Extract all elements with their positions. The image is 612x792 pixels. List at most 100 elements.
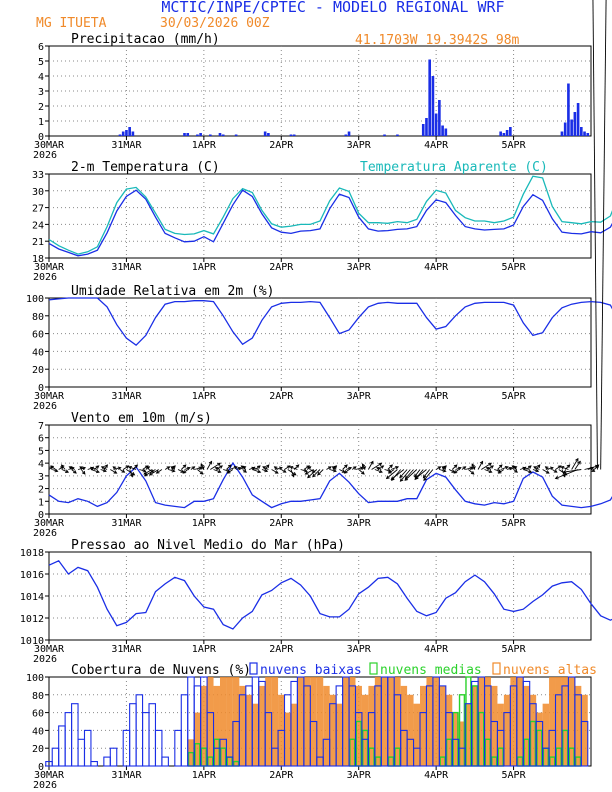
wind-arrow (271, 469, 279, 474)
cloud-bar-baixas (309, 720, 318, 767)
wind-arrow-head (172, 465, 176, 469)
wind-arrow (542, 469, 550, 474)
y-tick-label: 33 (32, 170, 44, 181)
cloud-bar-altas (316, 677, 324, 766)
wind-arrow-head (522, 466, 527, 471)
precip-bar (434, 113, 438, 136)
wind-arrow-head (146, 466, 151, 470)
wind-arrow (110, 469, 117, 474)
wind-arrow-head (121, 469, 126, 473)
y-tick-label: 80 (32, 691, 44, 702)
wind-arrow (180, 464, 187, 470)
wind-arrow-head (68, 466, 73, 470)
wind-arrow-head (60, 464, 65, 469)
precip-bar (567, 83, 570, 136)
y-tick-label: 30 (32, 187, 44, 198)
cloud-bar-altas (381, 677, 388, 766)
x-tick-label: 1APR (192, 518, 217, 529)
cloud-bar-altas (497, 703, 504, 766)
wind-arrow (371, 462, 382, 470)
wind-arrow-head (198, 466, 203, 471)
x-tick-label: 30MAR (34, 770, 65, 781)
x-tick-label: 30MAR (34, 518, 65, 529)
wind-arrow (592, 0, 598, 470)
y-tick-label: 27 (32, 204, 44, 215)
wind-arrow-head (304, 471, 309, 475)
wind-arrow-head (528, 469, 533, 474)
precip-bar (573, 112, 577, 136)
x-tick-year: 2026 (33, 528, 57, 539)
cloud-bar-altas (349, 677, 356, 766)
wind-arrow-head (217, 462, 221, 467)
wind-arrow (390, 466, 399, 470)
x-tick-year: 2026 (33, 150, 57, 161)
wind-arrow-head (251, 466, 256, 471)
x-tick-label: 4APR (424, 770, 449, 781)
wind-arrow-head (562, 470, 567, 474)
wind-arrow (149, 469, 159, 476)
wind-arrow-head (527, 465, 532, 469)
wind-arrow-head (378, 462, 383, 467)
wind-arrow-head (226, 470, 231, 474)
wind-arrow-head (257, 469, 262, 474)
precip-bar (576, 103, 580, 136)
wind-arrow (497, 464, 503, 470)
precip-bar (383, 134, 386, 136)
precip-bar (221, 134, 225, 136)
cloud-bar-altas (568, 677, 575, 766)
wind-arrow (290, 466, 298, 470)
wind-arrow-head (327, 466, 332, 470)
wind-arrow-head (498, 464, 503, 469)
wind-arrow-head (497, 470, 502, 474)
wind-arrow-head (142, 468, 147, 473)
cloud-bar-altas (226, 677, 233, 766)
wind-arrow-head (536, 464, 541, 469)
cloud-bar-altas (555, 677, 562, 766)
wind-arrow (69, 466, 76, 470)
precip-bar (289, 134, 293, 136)
x-tick-label: 5APR (502, 518, 527, 529)
wind-arrow-head (155, 470, 160, 474)
y-tick-label: 3 (38, 472, 44, 483)
cloud-bar-altas (355, 685, 362, 766)
wind-arrow-head (104, 464, 108, 469)
wind-arrow-head (437, 466, 442, 470)
wind-arrow-head (385, 475, 390, 480)
wind-arrow-head (286, 465, 291, 469)
wind-arrow (563, 469, 582, 473)
wind-arrow (593, 464, 600, 470)
wind-arrow (156, 469, 163, 474)
wind-arrow (300, 469, 308, 472)
wind-arrow (213, 469, 221, 473)
cloud-bar-altas (465, 703, 472, 766)
cloud-bar-altas (426, 677, 433, 766)
wind-arrow (226, 464, 232, 470)
cloud-bar-baixas (154, 729, 163, 767)
wind-arrow-head (361, 463, 366, 468)
wind-arrow-head (471, 463, 475, 468)
x-tick-year: 2026 (33, 401, 57, 412)
cloud-bar-altas (329, 694, 337, 766)
wind-arrow-head (199, 471, 204, 475)
x-tick-label: 30MAR (34, 644, 65, 655)
precip-bar (199, 133, 202, 136)
wind-arrow-head (227, 464, 232, 469)
x-tick-label: 30MAR (34, 140, 65, 151)
wind-arrow (533, 466, 540, 470)
wind-arrow-head (390, 476, 395, 480)
wind-arrow-head (442, 468, 447, 473)
wind-arrow (523, 467, 530, 470)
wind-arrow-head (441, 466, 446, 470)
wind-arrow (252, 467, 259, 470)
wind-arrow (61, 469, 69, 473)
wind-arrow (210, 462, 221, 470)
cloud-bar-altas (323, 685, 330, 766)
x-tick-year: 2026 (33, 272, 57, 283)
wind-arrow (423, 469, 431, 478)
wind-arrow-head (143, 472, 148, 477)
wind-arrow-head (289, 465, 294, 470)
x-tick-label: 5APR (502, 140, 527, 151)
wind-arrow (177, 469, 184, 473)
panel-title: Umidade Relativa em 2m (%) (71, 284, 275, 299)
wind-arrow-head (375, 466, 380, 471)
